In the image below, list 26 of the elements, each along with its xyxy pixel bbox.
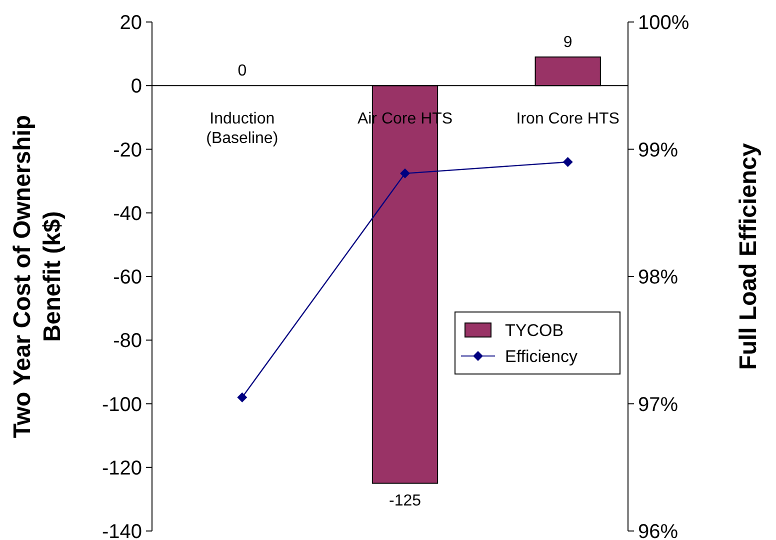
y-tick-label: 0: [130, 76, 142, 98]
point: [562, 156, 573, 167]
y-tick-label: -100: [102, 394, 142, 416]
y2-tick-label: 97%: [638, 394, 678, 416]
point: [237, 392, 248, 402]
y2-tick-label: 98%: [638, 266, 678, 288]
data-label: 9: [563, 34, 572, 51]
data-label: 0: [238, 62, 247, 80]
y-axis-title: Two Year Cost of Ownership Benefit (k$): [9, 114, 66, 438]
point: [400, 168, 410, 178]
y-tick-label: -120: [102, 457, 142, 480]
x-tick-label: Iron Core HTS: [516, 110, 620, 128]
y-tick-label: 20: [120, 12, 142, 34]
y-tick-label: -80: [113, 330, 142, 352]
y2-tick-label: 100%: [638, 12, 690, 34]
y-tick-label: -60: [113, 266, 142, 288]
data-label: -125: [388, 492, 422, 510]
y2-tick-label: 99%: [638, 139, 678, 162]
legend-label: TYCOB: [505, 320, 564, 340]
legend-label: Efficiency: [505, 346, 578, 366]
y2-axis-title: Full Load Efficiency: [735, 142, 762, 370]
y-tick-label: -40: [113, 202, 142, 225]
y-tick-label: -140: [102, 521, 142, 540]
x-tick-label: Induction (Baseline): [206, 110, 278, 147]
y-tick-label: -20: [113, 139, 142, 162]
y2-tick-label: 96%: [638, 521, 678, 540]
